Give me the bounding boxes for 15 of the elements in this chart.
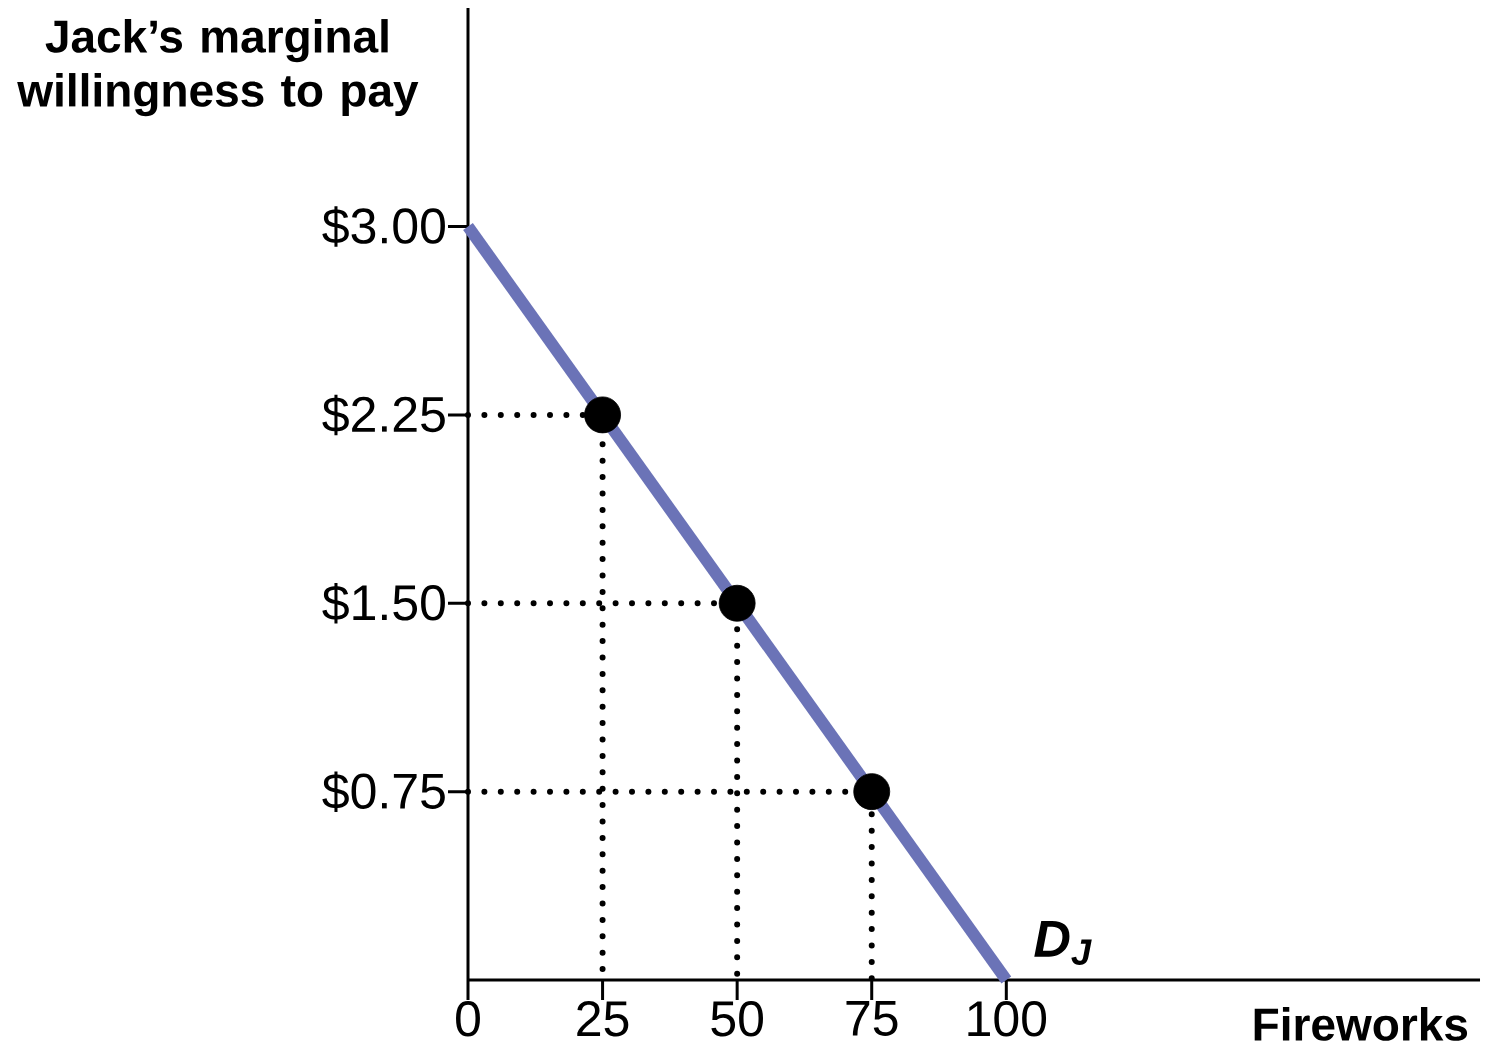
x-tick-label: 50 [711,1001,763,1037]
x-tick-label: 100 [968,1001,1047,1037]
y-tick-label: $2.25 [322,394,445,436]
y-tick-label: $1.50 [322,583,445,624]
y-tick-label: $3.00 [322,206,445,247]
x-tick-label: 0 [456,1001,480,1037]
y-tick-label: $0.75 [322,771,445,812]
point [584,396,621,434]
point [718,584,756,622]
x-tick-label: 25 [577,1001,629,1037]
point [853,773,891,811]
x-axis-title: Fireworks [1254,1007,1468,1041]
y-axis-title: Jack’s marginal willingness to pay [17,19,419,117]
series-label: D$_{J}$ [1034,920,1092,965]
x-tick-label: 75 [846,1001,898,1036]
